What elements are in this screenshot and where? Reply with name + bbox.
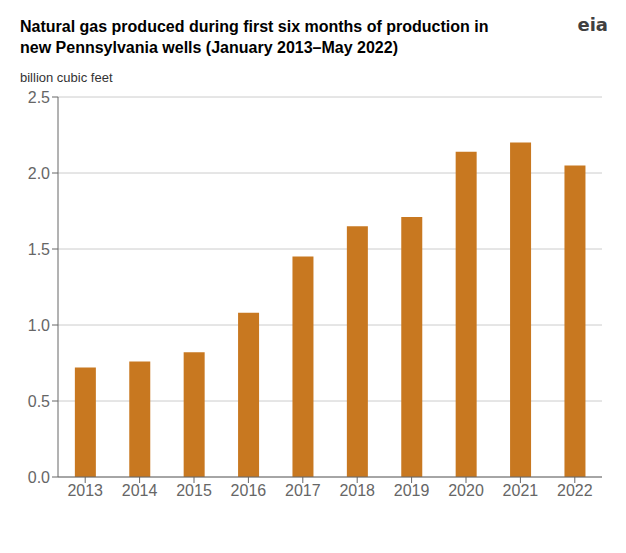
svg-text:2020: 2020 xyxy=(448,482,484,499)
svg-text:2.0: 2.0 xyxy=(28,165,50,182)
svg-text:0.5: 0.5 xyxy=(28,393,50,410)
svg-text:0.0: 0.0 xyxy=(28,469,50,486)
svg-text:2.5: 2.5 xyxy=(28,89,50,106)
html-text:Natural gas produced during fi: Natural gas produced during first six mo… xyxy=(20,18,489,56)
svg-text:2016: 2016 xyxy=(231,482,267,499)
html-text:eia: eia xyxy=(577,14,608,35)
svg-text:1.5: 1.5 xyxy=(28,241,50,258)
svg-text:2015: 2015 xyxy=(176,482,212,499)
html-text:billion cubic feet: billion cubic feet xyxy=(20,70,113,85)
svg-text:2013: 2013 xyxy=(67,482,103,499)
svg-text:2021: 2021 xyxy=(503,482,539,499)
svg-text:2017: 2017 xyxy=(285,482,321,499)
svg-text:2014: 2014 xyxy=(122,482,158,499)
svg-text:1.0: 1.0 xyxy=(28,317,50,334)
svg-text:2019: 2019 xyxy=(394,482,430,499)
svg-text:2018: 2018 xyxy=(339,482,375,499)
svg-text:2022: 2022 xyxy=(557,482,593,499)
